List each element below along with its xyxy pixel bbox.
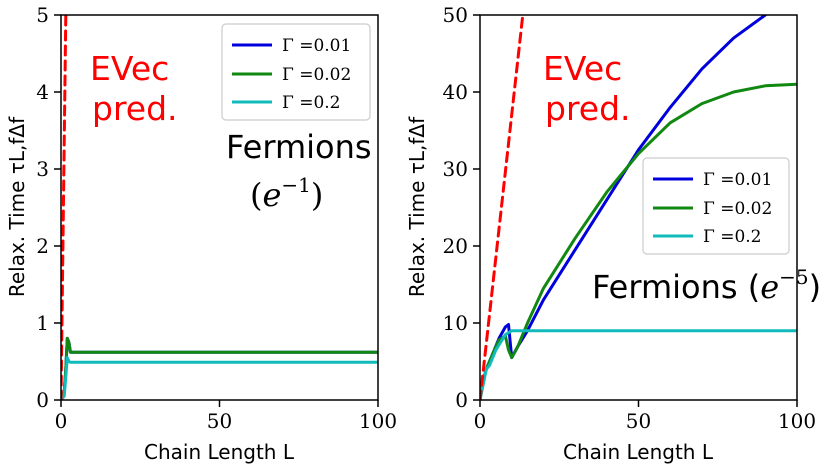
left-plot-marks	[61, 15, 378, 400]
left-series-line-evec-prediction	[61, 15, 68, 400]
right-legend: Γ =0.01 Γ =0.02 Γ =0.2	[642, 157, 790, 255]
left-x-tick-label-0: 0	[55, 409, 68, 433]
left-legend-box	[221, 23, 371, 121]
right-exponent-paren-close: )	[809, 268, 821, 306]
right-fermions-text: Fermions (	[592, 268, 760, 306]
left-exponent-paren-close: )	[311, 176, 323, 214]
right-y-tick-label-3: 30	[443, 157, 468, 181]
left-y-axis-label: Relax. Time τL,fΔf	[5, 116, 29, 297]
left-series-line-0	[61, 336, 378, 400]
left-series-line-2	[61, 356, 378, 400]
right-pred-label: pred.	[545, 89, 631, 128]
right-axis-ticks: 0 50 100 0 10 20 30 40 50	[443, 3, 817, 433]
right-y-tick-label-0: 0	[455, 388, 468, 412]
left-series-line-1	[61, 336, 378, 400]
right-x-tick-label-1: 50	[626, 409, 651, 433]
right-fermions-label: Fermions (e−5)	[592, 265, 821, 306]
right-panel: 0 50 100 0 10 20 30 40 50 Chain Length L Relax. …	[405, 3, 821, 464]
right-plot-marks	[480, 15, 797, 400]
right-y-tick-label-4: 40	[443, 80, 468, 104]
right-x-tick-label-2: 100	[778, 409, 816, 433]
left-exponent-base: e	[262, 176, 281, 214]
right-legend-entry-2: Γ =0.2	[703, 227, 761, 247]
right-y-tick-label-1: 10	[443, 311, 468, 335]
left-fermions-label: Fermions	[226, 128, 372, 166]
right-exponent-power: −5	[779, 265, 808, 289]
left-exponent-power: −1	[281, 173, 310, 197]
right-x-tick-label-0: 0	[474, 409, 487, 433]
right-y-tick-label-2: 20	[443, 234, 468, 258]
left-y-tick-label-5: 5	[36, 3, 49, 27]
right-legend-entry-0: Γ =0.01	[703, 170, 772, 190]
right-legend-entry-1: Γ =0.02	[703, 199, 772, 219]
right-evec-label: EVec	[543, 49, 622, 88]
left-y-tick-label-4: 4	[36, 80, 49, 104]
right-legend-box	[642, 157, 790, 255]
right-y-axis-label: Relax. Time τL,fΔf	[405, 116, 429, 297]
left-legend-entry-1: Γ =0.02	[282, 65, 351, 85]
left-y-tick-label-2: 2	[36, 234, 49, 258]
right-exponent-base: e	[760, 268, 779, 306]
left-legend-entry-0: Γ =0.01	[282, 36, 351, 56]
left-legend-entry-2: Γ =0.2	[282, 93, 340, 113]
left-exponent-label: (e−1)	[250, 173, 323, 214]
left-axis-ticks: 0 50 100 0 1 2 3 4 5	[36, 3, 397, 433]
left-y-tick-label-3: 3	[36, 157, 49, 181]
right-x-axis-label: Chain Length L	[563, 440, 714, 464]
left-panel: 0 50 100 0 1 2 3 4 5 Chain Length L Relax. Time …	[5, 3, 397, 464]
left-x-tick-label-2: 100	[359, 409, 397, 433]
right-y-tick-label-5: 50	[443, 3, 468, 27]
left-evec-label: EVec	[90, 49, 169, 88]
left-pred-label: pred.	[92, 89, 178, 128]
right-series-line-2	[480, 329, 797, 400]
left-y-tick-label-1: 1	[36, 311, 49, 335]
left-exponent-paren-open: (	[250, 176, 262, 214]
left-y-tick-label-0: 0	[36, 388, 49, 412]
right-series-line-evec-prediction	[480, 15, 525, 400]
left-legend: Γ =0.01 Γ =0.02 Γ =0.2	[221, 23, 371, 121]
left-x-tick-label-1: 50	[207, 409, 232, 433]
left-x-axis-label: Chain Length L	[144, 440, 295, 464]
